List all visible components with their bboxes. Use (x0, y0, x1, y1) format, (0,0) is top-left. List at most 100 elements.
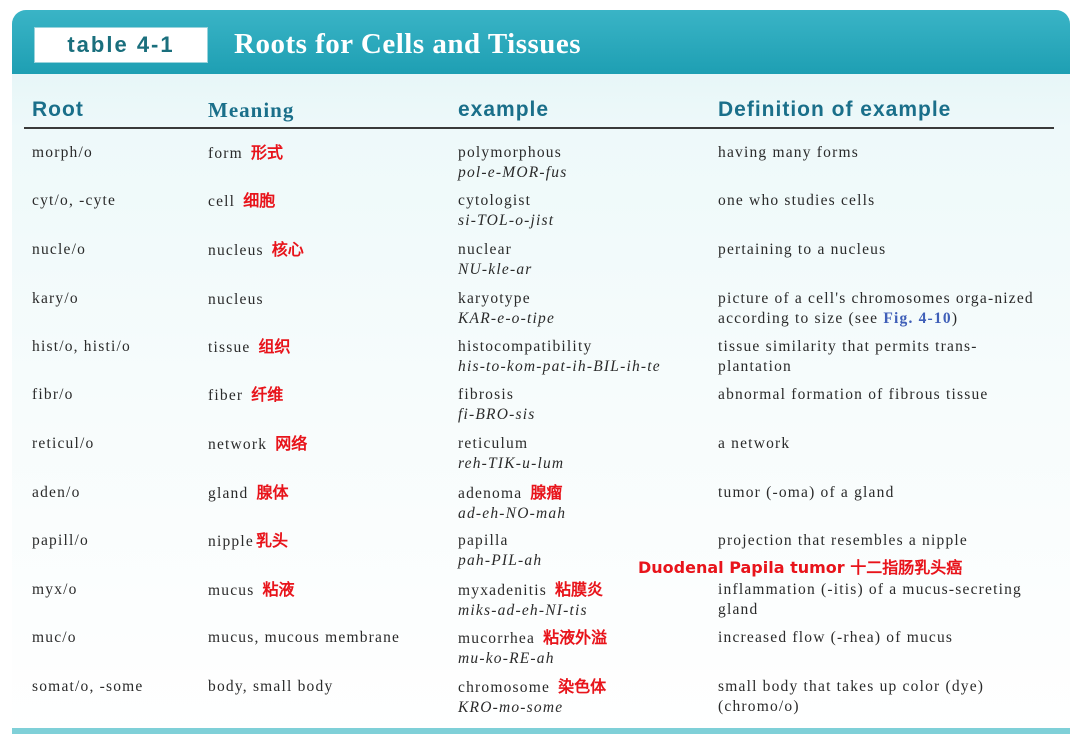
table-row: somat/o, -some body, small body chromoso… (12, 677, 1070, 725)
meaning-chinese-note: 组织 (258, 337, 291, 356)
meaning-text: nucleus (208, 291, 264, 308)
meaning-chinese-note: 核心 (271, 240, 304, 259)
example-word: polymorphous (458, 144, 562, 161)
table-row: papill/o nipple 乳头 papilla pah-PIL-ah proj… (12, 531, 1070, 579)
root-cell: somat/o, -some (32, 678, 144, 695)
root-cell: fibr/o (32, 386, 74, 403)
table-row: muc/o mucus, mucous membrane mucorrhea 粘液… (12, 628, 1070, 676)
pronunciation: his-to-kom-pat-ih-BIL-ih-te (458, 358, 661, 375)
example-word: karyotype (458, 290, 531, 307)
example-word: myxadenitis (458, 582, 547, 599)
definition-cell: inflammation (-itis) of a mucus-secretin… (718, 581, 1023, 618)
root-cell: hist/o, histi/o (32, 338, 131, 355)
example-chinese-note: 染色体 (558, 677, 607, 696)
meaning-cell: body, small body (208, 677, 333, 697)
table-row: kary/o nucleus karyotype KAR-e-o-tipe pic… (12, 289, 1070, 337)
pronunciation: NU-kle-ar (458, 261, 533, 278)
table-page: table 4-1 Roots for Cells and Tissues Ro… (12, 10, 1070, 735)
root-cell: myx/o (32, 581, 78, 598)
meaning-cell: form 形式 (208, 143, 283, 164)
table-row: hist/o, histi/o tissue 组织 histocompatibil… (12, 337, 1070, 385)
pronunciation: KAR-e-o-tipe (458, 310, 556, 327)
example-cell: histocompatibility his-to-kom-pat-ih-BIL-… (458, 337, 661, 377)
meaning-cell: gland 腺体 (208, 483, 288, 504)
meaning-text: mucus, mucous membrane (208, 629, 401, 646)
bottom-border (12, 728, 1070, 734)
column-header-root: Root (32, 98, 84, 121)
example-cell: papilla pah-PIL-ah (458, 531, 542, 571)
definition-cell: small body that takes up color (dye) (ch… (718, 678, 985, 715)
example-word: chromosome (458, 679, 551, 696)
meaning-text: nipple (208, 533, 254, 550)
meaning-chinese-note: 乳头 (255, 531, 288, 550)
example-chinese-note: 腺瘤 (530, 483, 563, 502)
example-word: nuclear (458, 241, 513, 258)
example-cell: chromosome 染色体 KRO-mo-some (458, 677, 606, 718)
handwritten-annotation: Duodenal Papila tumor 十二指肠乳头癌 (638, 558, 963, 577)
example-word: adenoma (458, 485, 523, 502)
example-cell: cytologist si-TOL-o-jist (458, 191, 554, 231)
definition-cell: tumor (-oma) of a gland (718, 484, 895, 501)
definition-tail: ) (951, 310, 959, 327)
meaning-text: cell (208, 193, 236, 210)
meaning-text: body, small body (208, 678, 334, 695)
meaning-text: tissue (208, 339, 251, 356)
pronunciation: pah-PIL-ah (458, 552, 543, 569)
pronunciation: fi-BRO-sis (458, 406, 536, 423)
column-header-meaning: Meaning (208, 98, 295, 122)
meaning-text: network (208, 436, 268, 453)
example-cell: karyotype KAR-e-o-tipe (458, 289, 555, 329)
example-word: fibrosis (458, 386, 515, 403)
meaning-cell: tissue 组织 (208, 337, 291, 358)
example-cell: myxadenitis 粘膜炎 miks-ad-eh-NI-tis (458, 580, 603, 621)
pronunciation: pol-e-MOR-fus (458, 164, 568, 181)
example-cell: reticulum reh-TIK-u-lum (458, 434, 564, 474)
meaning-cell: mucus, mucous membrane (208, 628, 400, 648)
pronunciation: KRO-mo-some (458, 699, 564, 716)
example-chinese-note: 粘液外溢 (543, 628, 608, 647)
example-word: mucorrhea (458, 630, 536, 647)
definition-cell: increased flow (-rhea) of mucus (718, 629, 954, 646)
example-cell: nuclear NU-kle-ar (458, 240, 533, 280)
table-row: nucle/o nucleus 核心 nuclear NU-kle-ar perta… (12, 240, 1070, 288)
root-cell: nucle/o (32, 241, 87, 258)
example-chinese-note: 粘膜炎 (554, 580, 603, 599)
figure-reference-link[interactable]: Fig. 4-10 (883, 310, 952, 327)
table-number-label: table 4-1 (34, 27, 208, 63)
definition-cell: projection that resembles a nipple (718, 532, 968, 549)
meaning-cell: nucleus 核心 (208, 240, 304, 261)
table-row: morph/o form 形式 polymorphous pol-e-MOR-fus… (12, 143, 1070, 191)
root-cell: papill/o (32, 532, 89, 549)
meaning-chinese-note: 粘液 (262, 580, 295, 599)
meaning-cell: network 网络 (208, 434, 307, 455)
example-cell: adenoma 腺瘤 ad-eh-NO-mah (458, 483, 566, 524)
meaning-text: gland (208, 485, 249, 502)
definition-cell: abnormal formation of fibrous tissue (718, 386, 989, 403)
example-word: reticulum (458, 435, 529, 452)
root-cell: reticul/o (32, 435, 95, 452)
definition-cell: a network (718, 435, 791, 452)
meaning-text: mucus (208, 582, 255, 599)
meaning-cell: fiber 纤维 (208, 385, 283, 406)
pronunciation: ad-eh-NO-mah (458, 505, 567, 522)
table-row: reticul/o network 网络 reticulum reh-TIK-u-l… (12, 434, 1070, 482)
table-header-bar: table 4-1 Roots for Cells and Tissues (12, 10, 1070, 74)
example-word: histocompatibility (458, 338, 593, 355)
example-word: papilla (458, 532, 509, 549)
pronunciation: miks-ad-eh-NI-tis (458, 602, 588, 619)
meaning-chinese-note: 纤维 (251, 385, 284, 404)
column-header-example: example (458, 98, 550, 121)
meaning-text: fiber (208, 387, 244, 404)
table-row: fibr/o fiber 纤维 fibrosis fi-BRO-sis abnorm… (12, 385, 1070, 433)
definition-cell: having many forms (718, 144, 859, 161)
header-rule (24, 127, 1054, 129)
meaning-cell: mucus 粘液 (208, 580, 294, 601)
pronunciation: mu-ko-RE-ah (458, 650, 555, 667)
pronunciation: si-TOL-o-jist (458, 212, 555, 229)
meaning-chinese-note: 腺体 (256, 483, 289, 502)
meaning-chinese-note: 细胞 (243, 191, 276, 210)
example-cell: polymorphous pol-e-MOR-fus (458, 143, 567, 183)
meaning-text: form (208, 145, 243, 162)
definition-cell: tissue similarity that permits trans-pla… (718, 338, 978, 375)
meaning-chinese-note: 形式 (250, 143, 283, 162)
